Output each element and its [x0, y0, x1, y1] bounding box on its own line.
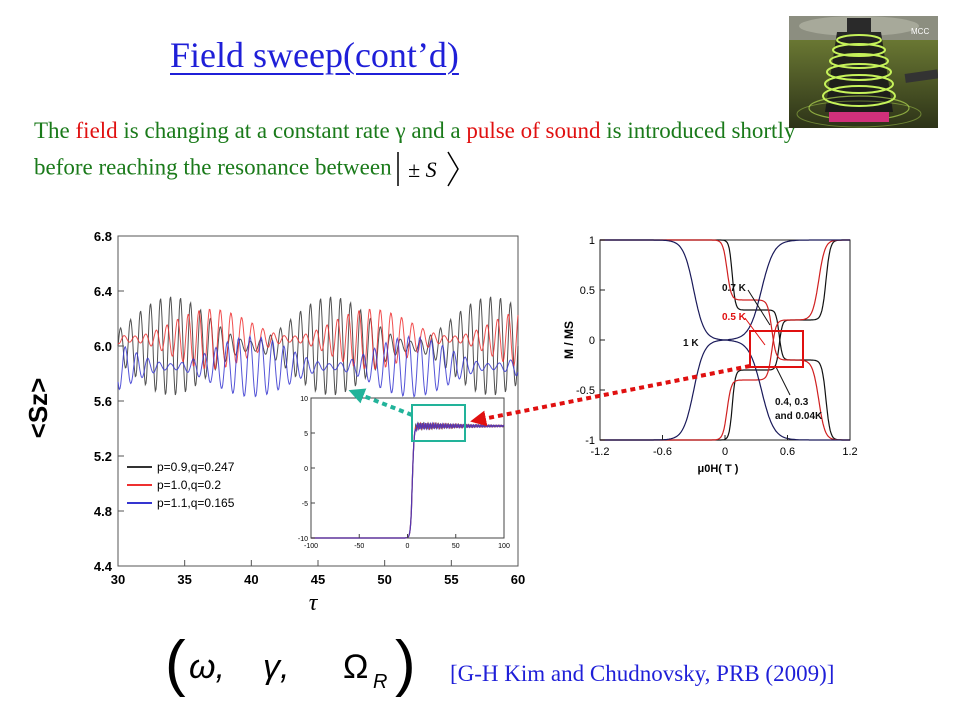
inset-y-tick-label: 10 — [300, 396, 308, 403]
main-x-tick-label: 45 — [311, 572, 325, 587]
main-y-axis-label: <Sz> — [23, 378, 53, 439]
annotation-1k: 1 K — [683, 338, 699, 349]
inset-x-tick-label: -100 — [304, 543, 318, 550]
main-legend: p=0.9,q=0.247 p=1.0,q=0.2 p=1.1,q=0.165 — [127, 460, 235, 510]
annotation-0-04k: and 0.04K — [775, 411, 823, 422]
main-ticks: 30 35 40 45 50 55 604.44.85.25.66.06.46.8 — [94, 229, 525, 587]
main-y-tick-label: 5.2 — [94, 449, 112, 464]
main-y-tick-label: 6.4 — [94, 284, 113, 299]
inset-y-tick-label: -10 — [298, 536, 308, 543]
hysteresis-x-label: μ0H( T ) — [698, 463, 739, 475]
right-paren: ) — [395, 636, 416, 698]
hysteresis-y-tick-label: 0.5 — [580, 285, 595, 297]
main-x-axis-label: τ — [309, 590, 319, 616]
intro-text: The field is changing at a constant rate… — [34, 113, 804, 189]
param-omega: ω, — [189, 648, 225, 686]
legend-label-3: p=1.1,q=0.165 — [157, 496, 235, 510]
series-line-1 — [117, 296, 519, 396]
photo-caption: MCC — [911, 27, 929, 36]
red-dotted-arrow — [470, 364, 751, 427]
main-y-tick-label: 5.6 — [94, 394, 112, 409]
annotation-0-5k: 0.5 K — [722, 312, 747, 323]
annotation-0-4k: 0.4, 0.3 — [775, 397, 809, 408]
intro-pulse: pulse of sound — [466, 118, 601, 143]
intro-part-1: The — [34, 118, 76, 143]
hysteresis-y-tick-label: -1 — [585, 435, 595, 447]
legend-label-2: p=1.0,q=0.2 — [157, 478, 221, 492]
series-line-2 — [117, 308, 519, 370]
inset-x-tick-label: 100 — [498, 543, 510, 550]
main-x-tick-label: 40 — [244, 572, 258, 587]
hysteresis-highlight-box — [749, 330, 804, 368]
intro-part-2: is changing at a constant rate γ and a — [117, 118, 467, 143]
main-x-tick-label: 60 — [511, 572, 525, 587]
annotation-0-7k: 0.7 K — [722, 283, 747, 294]
param-Omega: Ω — [343, 648, 368, 686]
hysteresis-curve-3 — [600, 239, 850, 441]
ket-label: ± S — [408, 157, 437, 182]
hysteresis-x-tick-label: 0.6 — [780, 446, 795, 458]
inset-x-tick-label: -50 — [354, 543, 364, 550]
hysteresis-x-tick-label: 1.2 — [842, 446, 857, 458]
main-y-tick-label: 6.0 — [94, 339, 112, 354]
main-y-tick-label: 4.8 — [94, 504, 112, 519]
hysteresis-x-tick-label: -1.2 — [591, 446, 610, 458]
green-dotted-arrow — [348, 388, 413, 417]
inset-y-tick-label: -5 — [302, 501, 308, 508]
series-line-3 — [117, 334, 519, 398]
intro-field: field — [75, 118, 118, 143]
ket-formula: ± S — [396, 151, 459, 187]
main-x-tick-label: 55 — [444, 572, 458, 587]
main-y-tick-label: 6.8 — [94, 229, 112, 244]
main-plot-area — [117, 296, 519, 398]
hysteresis-x-tick-label: -0.6 — [653, 446, 672, 458]
hysteresis-y-label: M / MS — [562, 321, 576, 359]
hysteresis-plot-area — [600, 239, 850, 441]
main-x-tick-label: 35 — [177, 572, 191, 587]
left-paren: ( — [165, 636, 186, 698]
inset-highlight-box — [411, 404, 466, 442]
intro-part-3: is introduced shortly before reaching th… — [34, 118, 796, 180]
main-y-tick-label: 4.4 — [94, 559, 113, 574]
legend-label-1: p=0.9,q=0.247 — [157, 460, 235, 474]
hysteresis-y-tick-label: 1 — [589, 235, 595, 247]
coil-magnet-photo: MCC — [789, 16, 938, 128]
hysteresis-y-tick-label: -0.5 — [576, 385, 595, 397]
citation: [G-H Kim and Chudnovsky, PRB (2009)] — [450, 661, 835, 686]
inset-y-tick-label: 5 — [304, 431, 308, 438]
inset-y-tick-label: 0 — [304, 466, 308, 473]
hysteresis-ticks: -1.2 -0.6 0 0.6 1.2 1 0.5 0 -0.5 -1 — [576, 235, 858, 458]
hysteresis-x-tick-label: 0 — [722, 446, 728, 458]
param-Omega-sub: R — [373, 671, 387, 693]
param-gamma: γ, — [263, 648, 289, 686]
inset-x-tick-label: 0 — [406, 543, 410, 550]
main-x-tick-label: 50 — [377, 572, 391, 587]
main-x-tick-label: 30 — [111, 572, 125, 587]
inset-x-tick-label: 50 — [452, 543, 460, 550]
parameters-formula: ( ω, γ, Ω R ) — [165, 636, 416, 698]
hysteresis-y-tick-label: 0 — [589, 335, 595, 347]
slide-title: Field sweep(cont’d) — [170, 35, 459, 75]
